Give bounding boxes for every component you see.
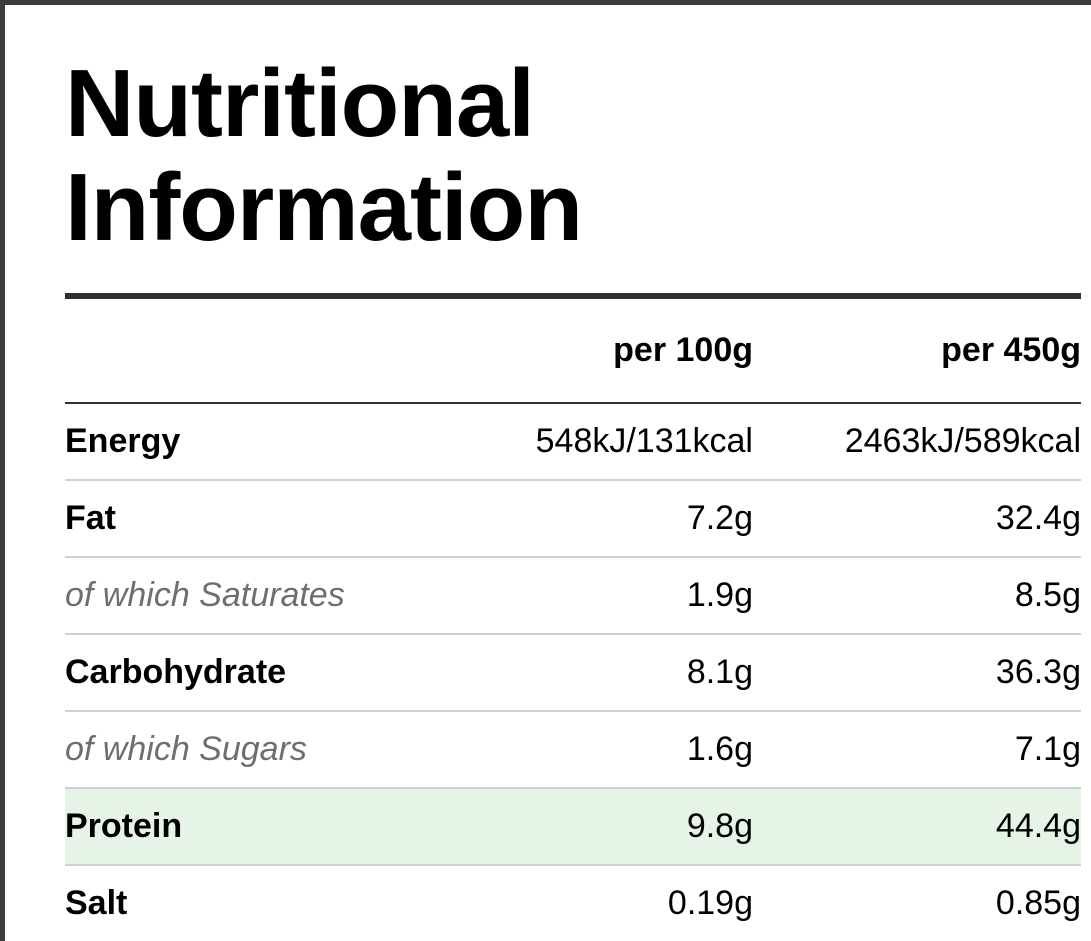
value-per-450g: 8.5g <box>753 557 1081 635</box>
value-per-100g: 1.9g <box>513 557 753 635</box>
value-per-100g: 0.19g <box>667 884 753 922</box>
value-per-100g: 9.8g <box>513 788 753 866</box>
table-row-carbohydrate: Carbohydrate 8.1g 36.3g <box>65 634 1081 712</box>
title-line-1: Nutritional <box>65 50 535 157</box>
title-line-2: Information <box>65 154 583 261</box>
value-per-100g: 8.1g <box>513 634 753 712</box>
window-border-left <box>0 0 5 941</box>
table-row-salt: Salt 0.19g 0.85g <box>65 865 1081 941</box>
column-header-per-450g: per 450g <box>753 299 1081 404</box>
value-per-450g: 2463kJ/589kcal <box>753 403 1081 481</box>
nutrient-name: Carbohydrate <box>65 634 513 712</box>
table-row-energy: Energy 548kJ/131kcal 2463kJ/589kcal <box>65 403 1081 481</box>
nutrient-name: Fat <box>65 480 513 558</box>
value-per-100g: 1.6g <box>513 711 753 789</box>
window-border-top <box>0 0 1091 5</box>
column-header-nutrient <box>65 299 513 404</box>
nutrient-name: Protein <box>65 788 513 866</box>
nutrition-table: per 100g per 450g Energy 548kJ/131kcal 2… <box>65 299 1081 941</box>
page-title: Nutritional Information <box>65 50 583 261</box>
table-header-row: per 100g per 450g <box>65 299 1081 404</box>
column-header-per-100g: per 100g <box>513 299 753 404</box>
nutrient-name: of which Sugars <box>65 711 513 789</box>
value-per-100g: 7.2g <box>513 480 753 558</box>
table-row-fat: Fat 7.2g 32.4g <box>65 480 1081 558</box>
table-row-protein: Protein 9.8g 44.4g <box>65 788 1081 866</box>
value-per-450g: 44.4g <box>753 788 1081 866</box>
value-per-450g: 0.85g <box>995 884 1081 922</box>
value-per-450g: 36.3g <box>753 634 1081 712</box>
value-per-100g: 548kJ/131kcal <box>513 403 753 481</box>
nutrient-name: Energy <box>65 403 513 481</box>
nutrient-name: Salt <box>65 884 128 922</box>
nutrient-name: of which Saturates <box>65 557 513 635</box>
table-row-sugars: of which Sugars 1.6g 7.1g <box>65 711 1081 789</box>
value-per-450g: 32.4g <box>753 480 1081 558</box>
value-per-450g: 7.1g <box>753 711 1081 789</box>
table-row-saturates: of which Saturates 1.9g 8.5g <box>65 557 1081 635</box>
title-divider <box>65 293 1081 299</box>
